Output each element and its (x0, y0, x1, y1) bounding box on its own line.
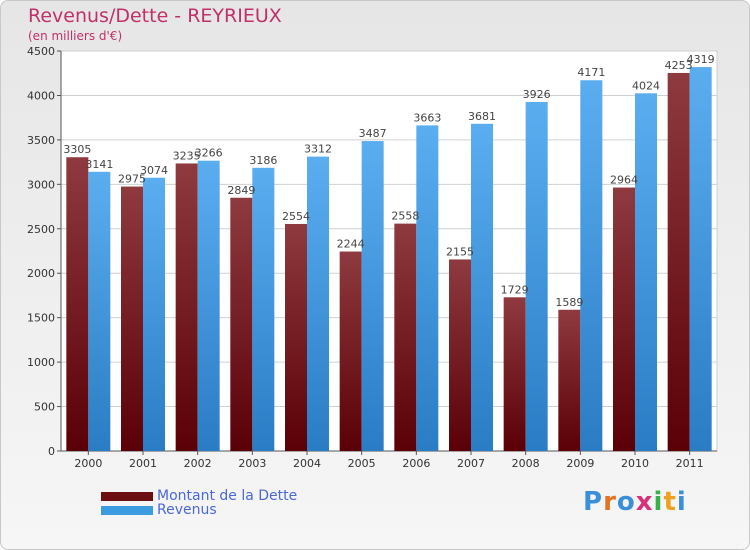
logo-letter: x (635, 487, 654, 517)
logo-letter: i (676, 487, 687, 517)
x-tick-label: 2002 (184, 457, 212, 470)
data-label-revenus: 4024 (632, 79, 660, 92)
x-tick-label: 2010 (621, 457, 649, 470)
data-label-revenus: 3487 (359, 127, 387, 140)
data-label-dette: 2558 (391, 210, 419, 223)
legend-label-dette: Montant de la Dette (157, 488, 298, 504)
bar-dette (449, 259, 471, 451)
y-tick-label: 4000 (27, 89, 55, 102)
data-label-dette: 3305 (63, 143, 91, 156)
chart-subtitle: (en milliers d'€) (28, 29, 123, 43)
data-label-dette: 2244 (337, 238, 365, 251)
data-label-revenus: 3141 (85, 158, 113, 171)
bar-revenus (307, 156, 329, 451)
data-label-dette: 2975 (118, 173, 146, 186)
data-label-revenus: 3681 (468, 110, 496, 123)
bar-dette (558, 309, 581, 451)
logo-letter: r (603, 487, 617, 517)
logo-letter: o (616, 487, 636, 517)
legend-swatch-dette (101, 492, 153, 501)
bar-revenus (416, 125, 439, 452)
x-tick-label: 2009 (566, 457, 594, 470)
data-label-dette: 1589 (555, 296, 583, 309)
bar-dette (613, 187, 635, 452)
data-label-revenus: 4171 (577, 66, 605, 79)
data-label-revenus: 3926 (523, 88, 551, 101)
bar-revenus (88, 171, 111, 452)
legend-swatch-revenus (101, 506, 153, 515)
data-label-revenus: 3074 (140, 164, 168, 177)
bar-revenus (197, 160, 220, 451)
x-tick-label: 2005 (348, 457, 376, 470)
data-label-revenus: 3266 (195, 147, 223, 160)
bar-revenus (689, 67, 712, 451)
data-label-dette: 4253 (665, 59, 693, 72)
proxiti-logo: Proxiti (583, 487, 687, 517)
bar-revenus (580, 80, 603, 451)
chart-title: Revenus/Dette - REYRIEUX (28, 5, 282, 27)
legend-label-revenus: Revenus (157, 502, 217, 518)
bar-dette (667, 72, 690, 451)
y-tick-label: 3000 (27, 178, 55, 191)
bar-dette (230, 197, 253, 451)
y-tick-label: 3500 (27, 134, 55, 147)
x-tick-label: 2011 (676, 457, 704, 470)
logo-letter: t (663, 487, 677, 517)
data-label-dette: 2155 (446, 245, 474, 258)
bar-dette (339, 251, 362, 451)
plot-area (60, 50, 718, 452)
bar-dette (175, 163, 198, 451)
x-tick-label: 2007 (457, 457, 485, 470)
bar-dette (394, 223, 417, 451)
bar-dette (285, 223, 307, 451)
y-tick-label: 500 (34, 401, 55, 414)
x-tick-label: 2003 (238, 457, 266, 470)
logo-letter: P (583, 487, 604, 517)
x-tick-label: 2000 (74, 457, 102, 470)
data-label-revenus: 3663 (413, 111, 441, 124)
data-label-dette: 1729 (501, 283, 529, 296)
bar-dette (121, 186, 143, 452)
y-tick-label: 4500 (27, 45, 55, 58)
y-tick-label: 2000 (27, 267, 55, 280)
data-label-revenus: 3186 (249, 154, 277, 167)
bar-revenus (252, 167, 275, 452)
x-tick-label: 2008 (512, 457, 540, 470)
y-tick-label: 1500 (27, 312, 55, 325)
bar-revenus (471, 123, 493, 452)
data-label-dette: 3235 (173, 149, 201, 162)
x-tick-label: 2001 (129, 457, 157, 470)
bar-revenus (361, 141, 384, 452)
bar-revenus (525, 102, 548, 452)
bar-dette (503, 297, 526, 451)
bar-revenus (635, 93, 657, 452)
data-label-revenus: 3312 (304, 143, 332, 156)
y-tick-label: 2500 (27, 223, 55, 236)
x-tick-label: 2006 (402, 457, 430, 470)
data-label-dette: 2554 (282, 210, 310, 223)
bar-revenus (143, 177, 165, 451)
logo-letter: i (653, 487, 664, 517)
data-label-dette: 2964 (610, 174, 638, 187)
x-tick-label: 2004 (293, 457, 321, 470)
bar-dette (66, 157, 89, 451)
data-label-dette: 2849 (227, 184, 255, 197)
y-tick-label: 0 (48, 445, 55, 458)
y-tick-label: 1000 (27, 356, 55, 369)
data-label-revenus: 4319 (687, 53, 715, 66)
